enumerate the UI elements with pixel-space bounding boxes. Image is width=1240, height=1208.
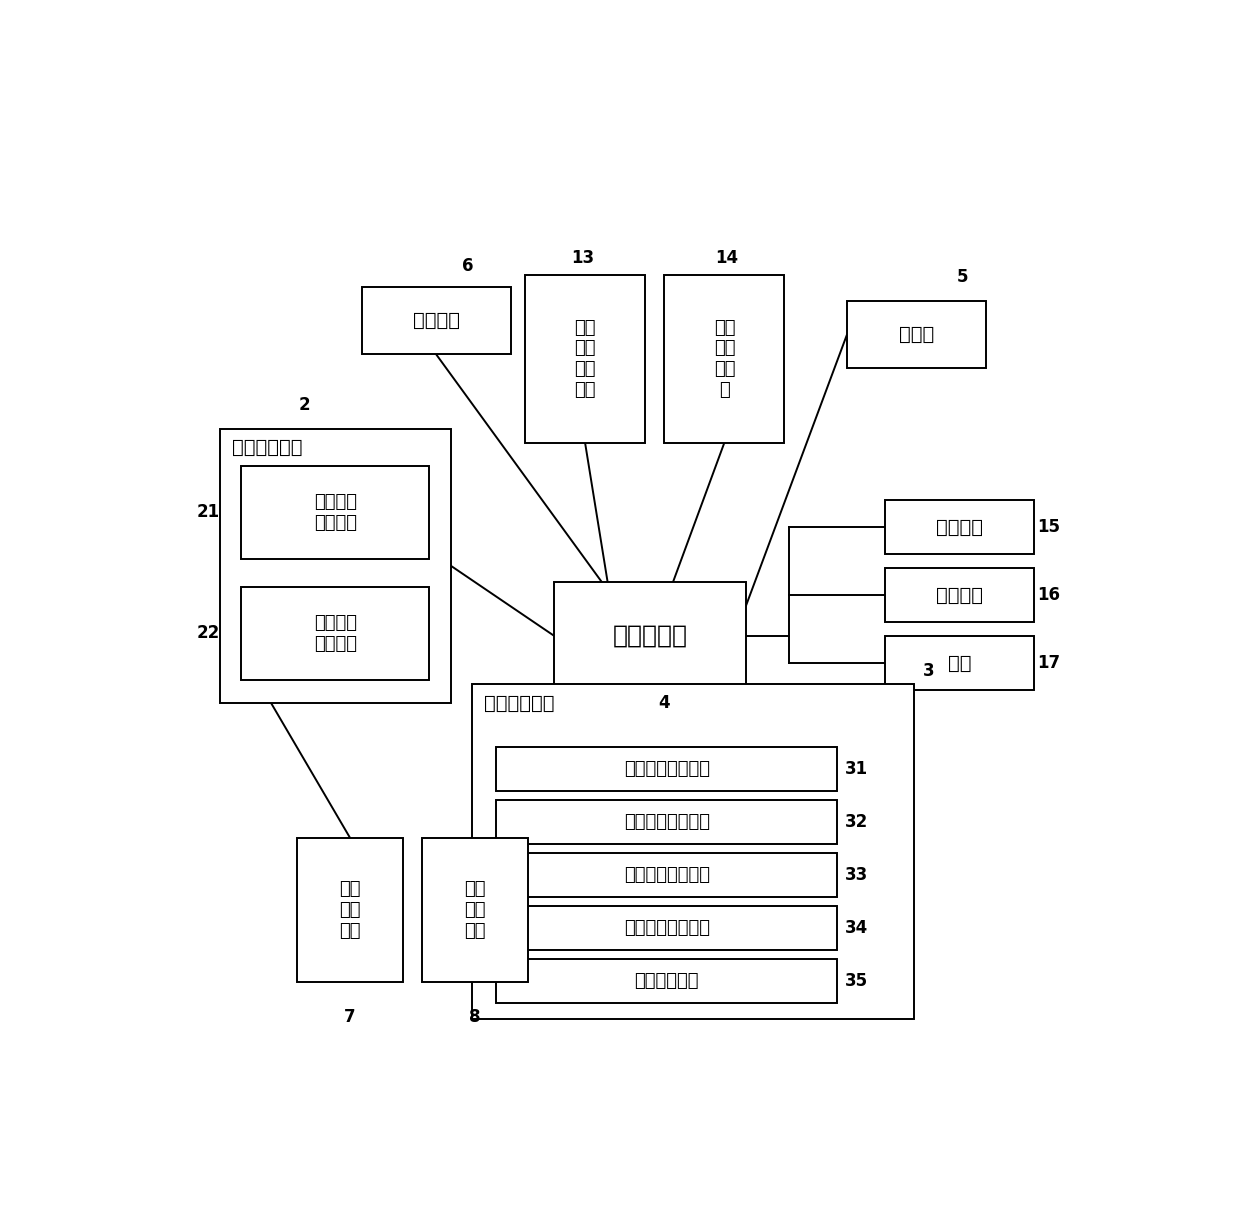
Bar (472, 685, 914, 1020)
Text: 接触
式温
度传
感器: 接触 式温 度传 感器 (574, 319, 595, 399)
Text: 加热结束控制单元: 加热结束控制单元 (624, 813, 709, 831)
Text: 35: 35 (844, 972, 868, 991)
Text: 制冷单元: 制冷单元 (936, 586, 983, 605)
Bar (362, 288, 511, 354)
Text: 21: 21 (196, 504, 219, 522)
Text: 8: 8 (469, 1009, 481, 1027)
Bar (496, 800, 837, 844)
Text: 加热开始控制单元: 加热开始控制单元 (624, 760, 709, 778)
Text: 温控调节模块: 温控调节模块 (484, 693, 554, 713)
Text: 32: 32 (844, 813, 868, 831)
Text: 阈值温度
设置单元: 阈值温度 设置单元 (314, 614, 357, 652)
Bar (496, 959, 837, 1004)
Bar (242, 587, 429, 680)
Text: 红外
温度
传感
器: 红外 温度 传感 器 (714, 319, 735, 399)
Text: 单片机模块: 单片机模块 (613, 623, 687, 647)
Bar (242, 466, 429, 559)
Bar (221, 429, 451, 703)
Text: 17: 17 (1037, 654, 1060, 672)
Text: 7: 7 (345, 1009, 356, 1027)
Text: 31: 31 (844, 760, 868, 778)
Text: 22: 22 (196, 625, 219, 643)
Text: 33: 33 (844, 866, 868, 884)
Text: 14: 14 (715, 249, 738, 267)
Bar (885, 637, 1034, 690)
Text: 制冷结束控制单元: 制冷结束控制单元 (624, 919, 709, 937)
Text: 参数设置模块: 参数设置模块 (232, 439, 303, 457)
Bar (496, 747, 837, 791)
Text: 2: 2 (298, 396, 310, 414)
Text: 16: 16 (1037, 586, 1060, 604)
Text: 风速调节单元: 风速调节单元 (635, 972, 699, 991)
Text: 无线
传输
模块: 无线 传输 模块 (340, 881, 361, 940)
Bar (422, 838, 528, 982)
Bar (525, 275, 645, 442)
Text: 加热单元: 加热单元 (936, 518, 983, 536)
Text: 风扇: 风扇 (949, 654, 972, 673)
Bar (885, 500, 1034, 554)
Text: 4: 4 (658, 695, 670, 712)
Text: 6: 6 (461, 257, 474, 275)
Text: 13: 13 (572, 249, 594, 267)
Bar (847, 301, 986, 368)
Bar (665, 275, 785, 442)
Bar (298, 838, 403, 982)
Bar (496, 906, 837, 951)
Text: 15: 15 (1037, 518, 1060, 536)
Text: 显示屏: 显示屏 (899, 325, 934, 344)
Bar (496, 853, 837, 898)
Text: 制冷开始控制单元: 制冷开始控制单元 (624, 866, 709, 884)
Text: 预警
提示
模块: 预警 提示 模块 (464, 881, 486, 940)
Text: 3: 3 (923, 662, 935, 680)
Text: 风扇风速
设置单元: 风扇风速 设置单元 (314, 493, 357, 532)
Text: 34: 34 (844, 919, 868, 937)
Bar (554, 582, 746, 689)
Text: 5: 5 (956, 268, 968, 286)
Text: 电源模块: 电源模块 (413, 312, 460, 330)
Bar (885, 568, 1034, 622)
